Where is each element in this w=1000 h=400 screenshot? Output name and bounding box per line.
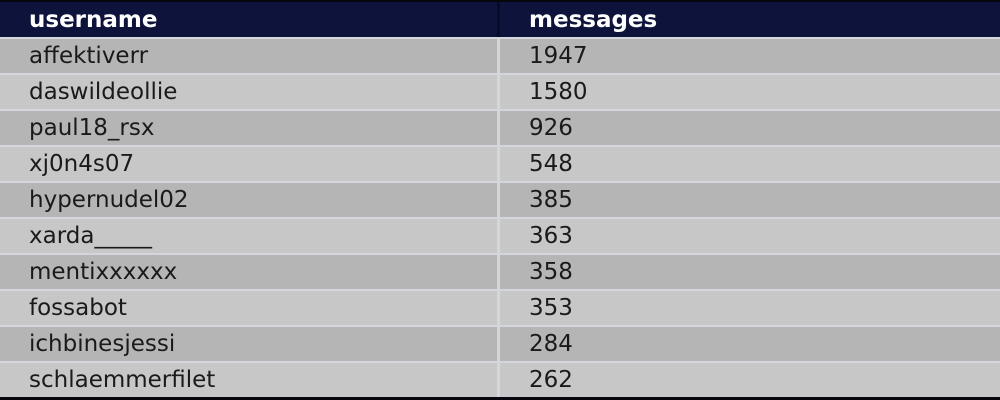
- username-cell: hypernudel02: [0, 183, 497, 217]
- username-cell: xj0n4s07: [0, 147, 497, 181]
- messages-cell: 363: [500, 219, 1000, 253]
- username-cell: xarda_____: [0, 219, 497, 253]
- table-row: ichbinesjessi 284: [0, 327, 1000, 361]
- table-row: hypernudel02 385: [0, 183, 1000, 217]
- header-cell-messages: messages: [500, 2, 1000, 37]
- header-cell-username: username: [0, 2, 497, 37]
- messages-cell: 1580: [500, 75, 1000, 109]
- messages-cell: 385: [500, 183, 1000, 217]
- table-row: daswildeollie 1580: [0, 75, 1000, 109]
- username-cell: mentixxxxxx: [0, 255, 497, 289]
- table-row: mentixxxxxx 358: [0, 255, 1000, 289]
- username-cell: affektiverr: [0, 39, 497, 73]
- table-row: schlaemmerfilet 262: [0, 363, 1000, 397]
- username-cell: paul18_rsx: [0, 111, 497, 145]
- table-row: paul18_rsx 926: [0, 111, 1000, 145]
- username-cell: ichbinesjessi: [0, 327, 497, 361]
- messages-cell: 284: [500, 327, 1000, 361]
- table-row: affektiverr 1947: [0, 39, 1000, 73]
- table-row: xarda_____ 363: [0, 219, 1000, 253]
- username-cell: daswildeollie: [0, 75, 497, 109]
- table-header: username messages: [0, 2, 1000, 37]
- table-row: fossabot 353: [0, 291, 1000, 325]
- username-cell: schlaemmerfilet: [0, 363, 497, 397]
- messages-cell: 926: [500, 111, 1000, 145]
- messages-cell: 1947: [500, 39, 1000, 73]
- messages-cell: 353: [500, 291, 1000, 325]
- table-row: xj0n4s07 548: [0, 147, 1000, 181]
- messages-cell: 548: [500, 147, 1000, 181]
- messages-cell: 262: [500, 363, 1000, 397]
- messages-cell: 358: [500, 255, 1000, 289]
- username-cell: fossabot: [0, 291, 497, 325]
